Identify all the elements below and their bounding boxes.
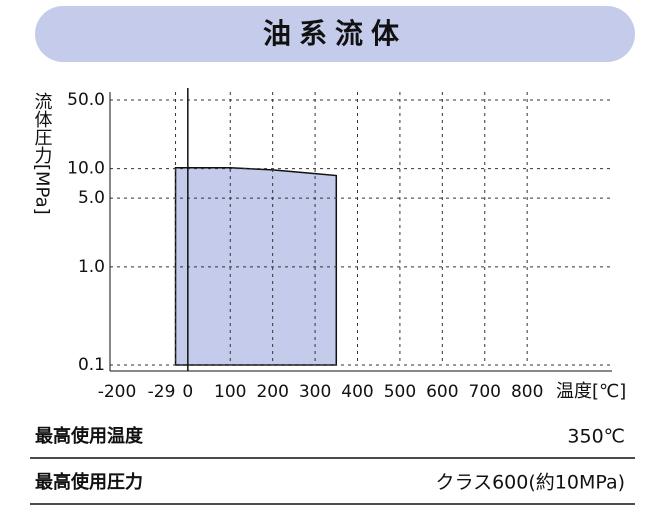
x-tick-label: -29 (148, 382, 176, 402)
spec-value: 350℃ (567, 426, 625, 448)
x-tick-label: 200 (256, 382, 288, 402)
x-axis-label: 温度[℃] (556, 381, 626, 402)
x-tick-label: 800 (511, 382, 543, 402)
x-tick-label: 700 (469, 382, 501, 402)
spec-label: 最高使用温度 (35, 425, 144, 447)
chart-title: 油系流体 (263, 17, 407, 50)
title-banner (35, 6, 635, 62)
pressure-area (174, 167, 338, 366)
y-tick-label: 1.0 (78, 257, 105, 277)
x-tick-label: 500 (384, 382, 416, 402)
y-tick-label: 0.1 (78, 355, 105, 375)
x-tick-label: -200 (98, 382, 137, 402)
x-tick-label: 100 (214, 382, 246, 402)
y-axis-label: 流体圧力[MPa] (32, 92, 53, 215)
x-tick-label: 400 (341, 382, 373, 402)
spec-value: クラス600(約10MPa) (435, 472, 625, 494)
spec-label: 最高使用圧力 (35, 471, 143, 493)
x-tick-label: 0 (182, 382, 193, 402)
y-tick-label: 50.0 (67, 90, 105, 110)
x-tick-label: 300 (299, 382, 331, 402)
y-tick-label: 5.0 (78, 188, 105, 208)
y-tick-label: 10.0 (67, 159, 105, 179)
x-tick-label: 600 (426, 382, 458, 402)
